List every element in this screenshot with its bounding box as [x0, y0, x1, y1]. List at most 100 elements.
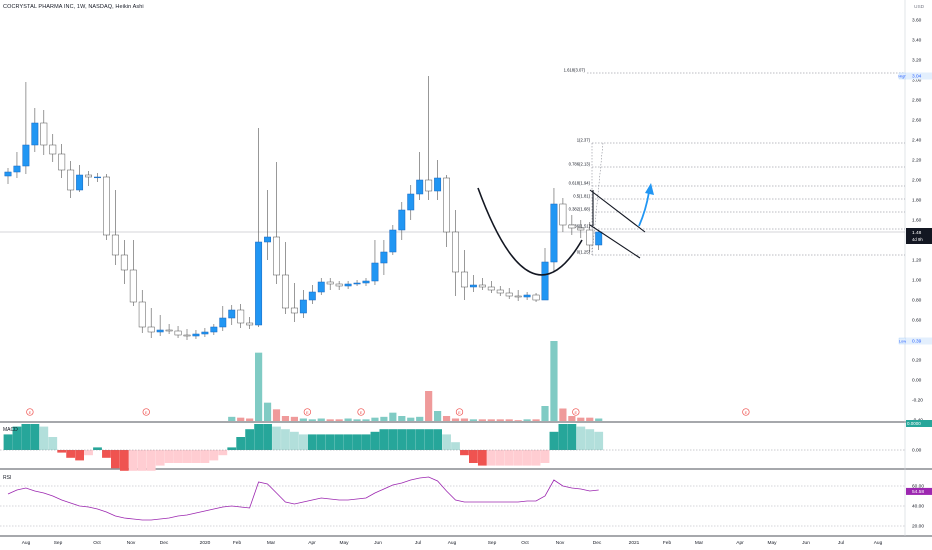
candle-body	[237, 309, 245, 324]
macd-tick-label: 0.00	[912, 448, 922, 454]
macd-histogram-bar	[343, 434, 353, 450]
candle-body	[299, 299, 307, 314]
price-tick-label: 1.80	[912, 198, 922, 204]
candle-body	[246, 322, 254, 326]
macd-histogram-bar	[146, 450, 156, 471]
macd-histogram-bar	[594, 431, 604, 450]
macd-histogram-bar	[254, 424, 263, 450]
candle-body	[344, 283, 352, 287]
volume-bar	[568, 416, 576, 421]
price-tick-label: 2.00	[912, 178, 922, 184]
time-tick-label: Mar	[267, 540, 276, 546]
candle-body	[416, 179, 424, 195]
macd-histogram-bar	[424, 429, 434, 450]
macd-histogram-bar	[137, 450, 147, 471]
fib-level-label: 0.618(1.94)	[569, 181, 591, 186]
price-tick-label: 0.60	[912, 318, 922, 324]
price-tick-label: -0.20	[912, 398, 923, 404]
volume-bar	[237, 417, 245, 421]
macd-histogram-bar	[316, 434, 326, 450]
macd-histogram-bar	[12, 426, 22, 450]
candle-body	[478, 284, 486, 288]
volume-bar	[425, 391, 433, 421]
price-tick-label: 2.60	[912, 118, 922, 124]
candle-body	[335, 283, 343, 287]
time-tick-label: Oct	[521, 540, 529, 546]
candle-body	[40, 122, 48, 146]
volume-bar	[263, 402, 272, 421]
volume-bar	[281, 416, 290, 421]
time-tick-label: Aug	[448, 540, 457, 546]
candle-body	[425, 179, 433, 192]
price-tick-label: 2.40	[912, 138, 922, 144]
price-tick-label: 2.20	[912, 158, 922, 164]
earnings-marker	[742, 408, 750, 416]
last-price-value: 1.48	[912, 230, 922, 236]
macd-value-text: 0.0000	[907, 421, 921, 426]
earnings-marker-label: E	[745, 410, 748, 415]
fib-level-label: 0.236(1.51)	[569, 224, 591, 229]
earnings-marker-label: E	[360, 410, 363, 415]
candle-body	[219, 317, 227, 328]
macd-histogram-bar	[370, 431, 380, 450]
macd-histogram-bar	[352, 434, 362, 450]
candle-body	[174, 330, 182, 336]
candle-body	[94, 176, 101, 179]
volume-bar	[451, 418, 460, 421]
candle-body	[13, 165, 21, 173]
volume-bar	[514, 420, 522, 421]
time-tick-label: Feb	[233, 540, 242, 546]
candle-body	[58, 153, 66, 171]
macd-histogram-bar	[93, 447, 102, 450]
time-tick-label: Feb	[663, 540, 672, 546]
candle-body	[461, 271, 468, 288]
macd-histogram-bar	[200, 450, 210, 463]
candle-body	[452, 231, 459, 273]
macd-histogram-bar	[119, 450, 129, 471]
time-tick-label: Jul	[415, 540, 421, 546]
time-tick-label: Aug	[22, 540, 31, 546]
candle-body	[290, 307, 298, 314]
time-tick-label: Jul	[838, 540, 844, 546]
volume-bar	[317, 418, 325, 421]
macd-histogram-bar	[442, 434, 451, 450]
candle-body	[514, 295, 522, 298]
candle-body	[67, 169, 75, 191]
candle-body	[362, 280, 370, 284]
price-tick-label: 3.00	[912, 78, 922, 84]
macd-histogram-bar	[191, 450, 201, 463]
rsi-line	[7, 476, 599, 521]
macd-histogram-bar	[48, 437, 58, 450]
volume-bar	[344, 418, 352, 421]
candle-body	[129, 269, 137, 303]
candle-body	[398, 209, 406, 231]
volume-bar	[577, 417, 585, 421]
candle-body	[22, 144, 30, 167]
earnings-marker-label: E	[29, 410, 32, 415]
macd-histogram-bar	[245, 429, 255, 450]
candle-body	[138, 301, 146, 328]
low-label: Low	[899, 339, 906, 344]
earnings-marker	[142, 408, 150, 416]
macd-histogram-bar	[540, 450, 550, 463]
earnings-marker	[455, 408, 464, 416]
time-tick-label: Jun	[802, 540, 810, 546]
candle-body	[228, 309, 236, 319]
candle-body	[326, 281, 334, 285]
price-tick-label: 1.20	[912, 258, 922, 264]
price-tick-label: 0.20	[912, 358, 922, 364]
candle-body	[308, 291, 316, 301]
candle-body	[496, 289, 504, 294]
volume-bar	[595, 418, 603, 421]
macd-histogram-bar	[388, 429, 398, 450]
candle-body	[559, 203, 567, 226]
candle-body	[532, 294, 540, 301]
candle-body	[595, 231, 603, 246]
rsi-tick-label: 20.00	[912, 524, 924, 530]
volume-bar	[541, 406, 549, 421]
macd-histogram-bar	[325, 434, 335, 450]
macd-histogram-bar	[531, 450, 541, 466]
candle-body	[317, 281, 325, 293]
macd-histogram-bar	[477, 450, 487, 466]
